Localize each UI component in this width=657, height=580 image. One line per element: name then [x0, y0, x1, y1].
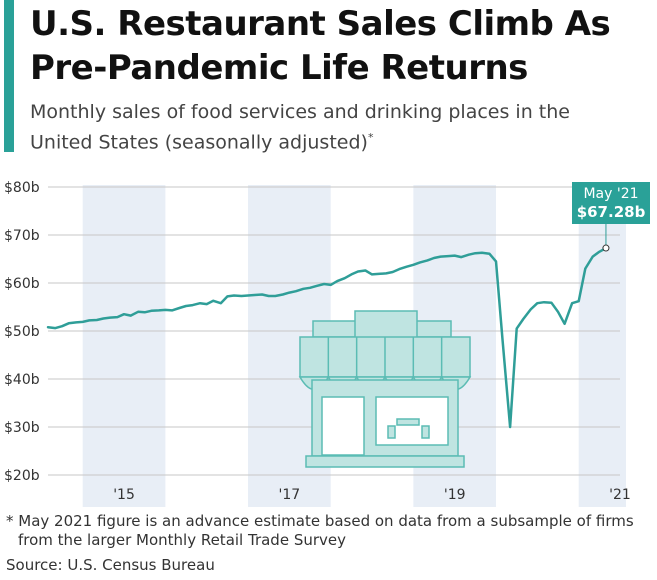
latest-value-annotation: May '21$67.28b	[572, 182, 650, 252]
x-tick-label: '21	[609, 487, 631, 503]
sales-line-chart: $20b $30b $40b $50b $60b $70b $80b '15 '17 '19 '2…	[4, 180, 650, 507]
window-table	[396, 418, 420, 426]
y-tick-label: $50b	[4, 324, 40, 340]
shop-door	[321, 396, 365, 456]
y-tick-label: $70b	[4, 228, 40, 244]
restaurant-storefront-icon	[298, 310, 472, 468]
shop-base	[305, 455, 465, 468]
annotation-value: $67.28b	[577, 203, 646, 221]
x-tick-label: '17	[279, 487, 301, 503]
latest-point-marker	[602, 244, 610, 252]
x-tick-label: '19	[444, 487, 466, 503]
footnote: * May 2021 figure is an advance estimate…	[6, 512, 634, 549]
y-tick-label: $20b	[4, 468, 40, 484]
year-band-2015	[82, 185, 166, 507]
window-chair-left	[387, 425, 396, 439]
series-layer	[46, 246, 608, 429]
source-note: Source: U.S. Census Bureau	[6, 556, 215, 574]
chart-title: U.S. Restaurant Sales Climb As Pre-Pande…	[30, 4, 611, 88]
y-tick-label: $40b	[4, 372, 40, 388]
y-tick-label: $30b	[4, 420, 40, 436]
year-band-2021	[578, 185, 626, 507]
footnote-marker: *	[367, 131, 374, 144]
window-chair-right	[421, 425, 430, 439]
annotation-date: May '21	[583, 186, 638, 202]
title-accent-bar	[4, 0, 14, 152]
y-tick-label: $60b	[4, 276, 40, 292]
x-tick-label: '15	[113, 487, 135, 503]
x-axis-labels: '15 '17 '19 '21	[113, 487, 631, 503]
y-tick-label: $80b	[4, 180, 40, 196]
sales-series-line	[46, 246, 608, 429]
chart-subtitle: Monthly sales of food services and drink…	[30, 99, 630, 155]
y-axis-labels: $20b $30b $40b $50b $60b $70b $80b	[4, 180, 40, 484]
annotation-box	[572, 182, 650, 224]
sign-panel	[354, 310, 418, 341]
chart-subtitle-text: Monthly sales of food services and drink…	[30, 101, 570, 154]
